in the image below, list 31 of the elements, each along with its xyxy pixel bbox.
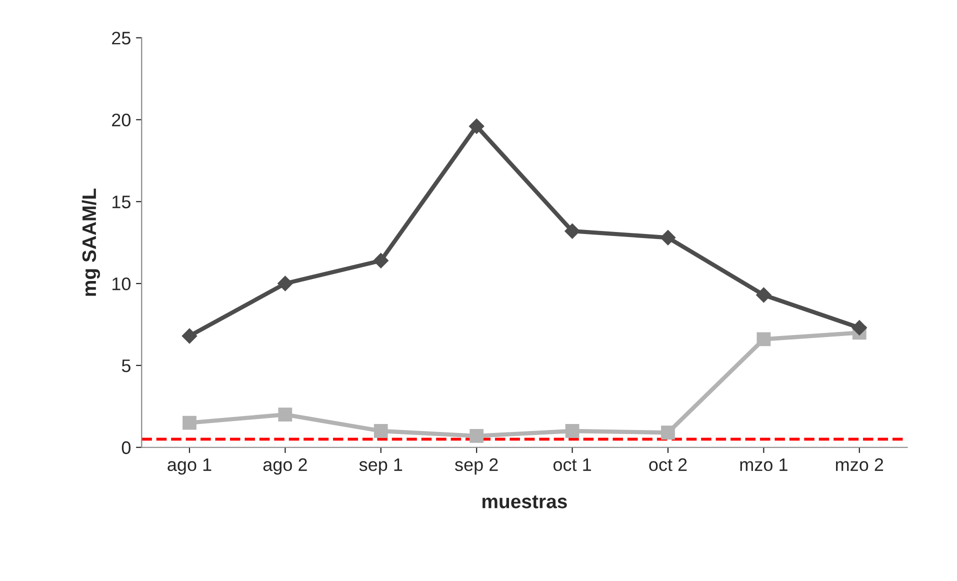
point — [374, 424, 388, 438]
point — [278, 408, 292, 422]
point — [469, 118, 484, 134]
point — [852, 320, 867, 336]
x-axis-title: muestras — [482, 495, 567, 508]
x-tick-label: ago 1 — [168, 458, 212, 475]
x-tick-label: sep 2 — [455, 458, 498, 475]
x-tick-label: mzo 1 — [740, 458, 788, 472]
y-tick-label: 5 — [122, 360, 130, 372]
point — [756, 287, 772, 303]
point — [756, 332, 771, 346]
point — [182, 416, 196, 430]
y-tick-label: 25 — [112, 32, 130, 44]
y-tick-label: 0 — [122, 441, 131, 454]
y-axis-title: mg SAAM/L — [82, 188, 100, 296]
y-tick-label: 15 — [112, 196, 130, 208]
y-tick-label: 10 — [112, 277, 131, 290]
point — [182, 328, 198, 344]
y-tick-label: 20 — [112, 114, 131, 126]
x-tick-label: mzo 2 — [836, 458, 884, 472]
x-tick-label: oct 2 — [649, 458, 687, 472]
point — [470, 428, 484, 443]
x-tick-label: ago 2 — [263, 458, 307, 475]
x-tick-label: oct 1 — [553, 458, 591, 472]
point — [660, 230, 676, 246]
point — [564, 224, 580, 239]
point — [661, 426, 675, 440]
point — [278, 276, 293, 292]
point — [565, 424, 580, 438]
x-tick-label: sep 1 — [359, 458, 402, 475]
point — [373, 253, 388, 268]
